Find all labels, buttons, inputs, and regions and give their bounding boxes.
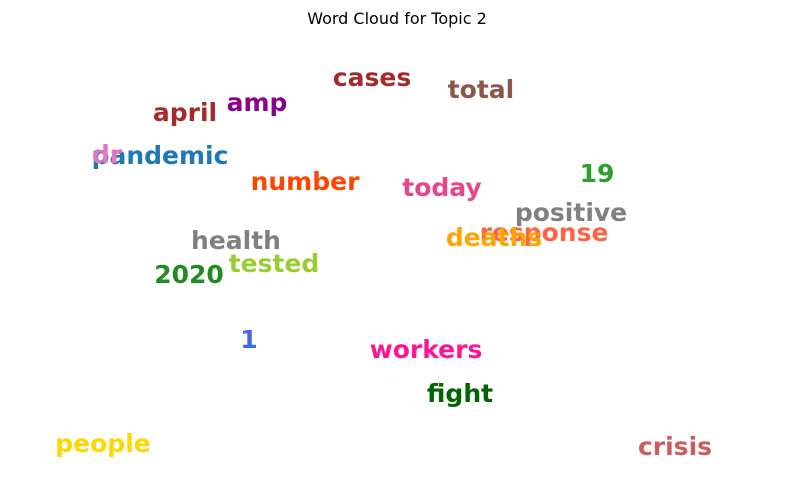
- word-workers: workers: [370, 335, 483, 364]
- word-2020: 2020: [154, 260, 224, 289]
- word-april: april: [153, 98, 217, 127]
- word-pandemic: pandemic: [92, 141, 229, 170]
- word-1: 1: [240, 325, 257, 354]
- word-today: today: [402, 173, 481, 202]
- word-deaths: deaths: [446, 223, 542, 252]
- word-cases: cases: [333, 63, 411, 92]
- word-positive: positive: [515, 198, 627, 227]
- word-tested: tested: [229, 249, 320, 278]
- word-dr: dr: [92, 140, 123, 169]
- word-19: 19: [580, 159, 615, 188]
- word-fight: fight: [427, 379, 493, 408]
- word-total: total: [448, 75, 515, 104]
- word-response: response: [480, 218, 609, 247]
- word-health: health: [191, 226, 281, 255]
- word-crisis: crisis: [638, 432, 712, 461]
- word-number: number: [251, 167, 360, 196]
- word-amp: amp: [227, 88, 288, 117]
- word-people: people: [55, 429, 150, 458]
- chart-title: Word Cloud for Topic 2: [307, 9, 487, 28]
